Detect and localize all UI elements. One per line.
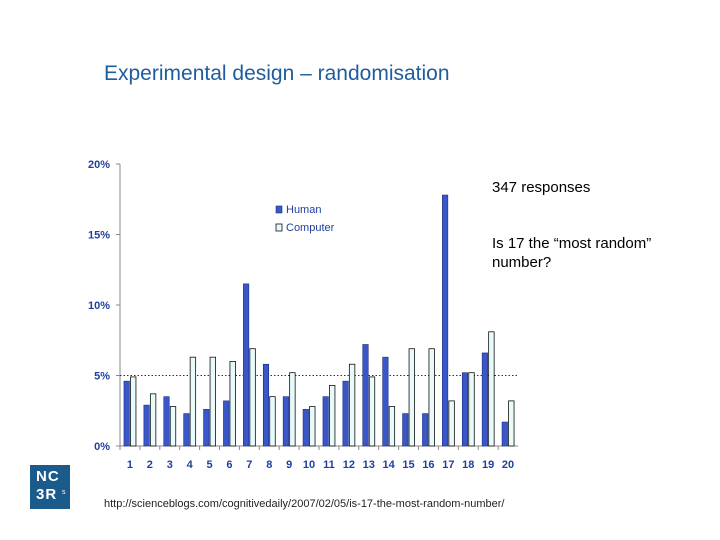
logo-superscript: s xyxy=(62,489,66,496)
x-tick-label: 18 xyxy=(462,459,474,471)
x-tick-label: 16 xyxy=(422,459,434,471)
bar-human xyxy=(282,396,289,447)
x-tick-label: 11 xyxy=(323,459,335,471)
bar-computer xyxy=(149,393,157,447)
bar-computer xyxy=(329,384,336,447)
bar-human xyxy=(123,380,130,447)
bar-human xyxy=(302,409,309,447)
bar-computer xyxy=(130,376,137,447)
bar-computer xyxy=(289,372,296,447)
bar-computer xyxy=(269,396,276,447)
x-tick-label: 9 xyxy=(286,459,292,471)
y-tick-label: 0% xyxy=(94,441,110,453)
bar-computer xyxy=(209,356,216,447)
bar-computer xyxy=(368,376,376,447)
bar-human xyxy=(382,356,389,447)
bar-computer xyxy=(488,331,495,447)
question-note: Is 17 the “most random” number? xyxy=(492,235,652,271)
x-tick-label: 10 xyxy=(303,459,315,471)
logo-line1: NC xyxy=(36,468,60,485)
y-tick-label: 5% xyxy=(94,371,110,383)
bar-human xyxy=(422,413,429,447)
nc3rs-logo: NC 3R s xyxy=(30,465,70,509)
bar-computer xyxy=(468,372,475,447)
bar-human xyxy=(143,404,150,447)
x-tick-label: 6 xyxy=(226,459,232,471)
x-tick-label: 17 xyxy=(442,459,454,471)
bar-human xyxy=(203,409,210,447)
bar-computer xyxy=(249,348,256,447)
x-tick-label: 5 xyxy=(206,459,212,471)
x-tick-label: 2 xyxy=(147,459,153,471)
y-tick-label: 20% xyxy=(88,159,110,171)
bar-computer xyxy=(428,348,435,447)
x-tick-label: 7 xyxy=(246,459,252,471)
bar-human xyxy=(402,413,409,447)
bar-computer xyxy=(169,406,177,447)
bar-computer xyxy=(448,400,455,447)
bar-human xyxy=(501,421,508,447)
x-tick-label: 3 xyxy=(167,459,173,471)
bar-human xyxy=(362,344,369,447)
x-tick-label: 4 xyxy=(187,459,194,471)
logo-line2: 3R xyxy=(36,486,58,503)
x-tick-label: 13 xyxy=(363,459,375,471)
bar-human xyxy=(163,396,170,447)
bar-computer xyxy=(348,363,356,447)
legend-swatch-computer xyxy=(275,223,283,232)
bar-human xyxy=(461,372,469,447)
bar-human xyxy=(183,413,190,447)
x-tick-label: 1 xyxy=(127,459,133,471)
bar-human xyxy=(262,363,270,447)
bar-computer xyxy=(229,360,236,447)
bar-human xyxy=(342,380,349,447)
x-tick-label: 12 xyxy=(343,459,355,471)
bar-computer xyxy=(508,400,515,447)
bar-human xyxy=(243,283,250,447)
bar-computer xyxy=(408,348,415,447)
bar-human xyxy=(442,194,449,447)
bar-computer xyxy=(309,406,316,447)
bar-human xyxy=(223,400,230,447)
bar-computer xyxy=(189,356,197,447)
y-tick-label: 15% xyxy=(88,230,110,242)
bar-human xyxy=(481,352,488,447)
slide-title: Experimental design – randomisation xyxy=(104,62,450,85)
source-url[interactable]: http://scienceblogs.com/cognitivedaily/2… xyxy=(104,498,505,510)
legend-label-computer: Computer xyxy=(286,222,335,234)
x-tick-label: 19 xyxy=(482,459,494,471)
responses-note: 347 responses xyxy=(492,179,591,196)
bar-human xyxy=(322,396,329,447)
legend-label-human: Human xyxy=(286,204,321,216)
legend-swatch-human xyxy=(275,205,283,214)
y-tick-label: 10% xyxy=(88,300,110,312)
x-tick-label: 15 xyxy=(402,459,414,471)
bar-computer xyxy=(388,406,396,447)
x-tick-label: 14 xyxy=(383,459,396,471)
x-tick-label: 8 xyxy=(266,459,272,471)
x-tick-label: 20 xyxy=(502,459,514,471)
